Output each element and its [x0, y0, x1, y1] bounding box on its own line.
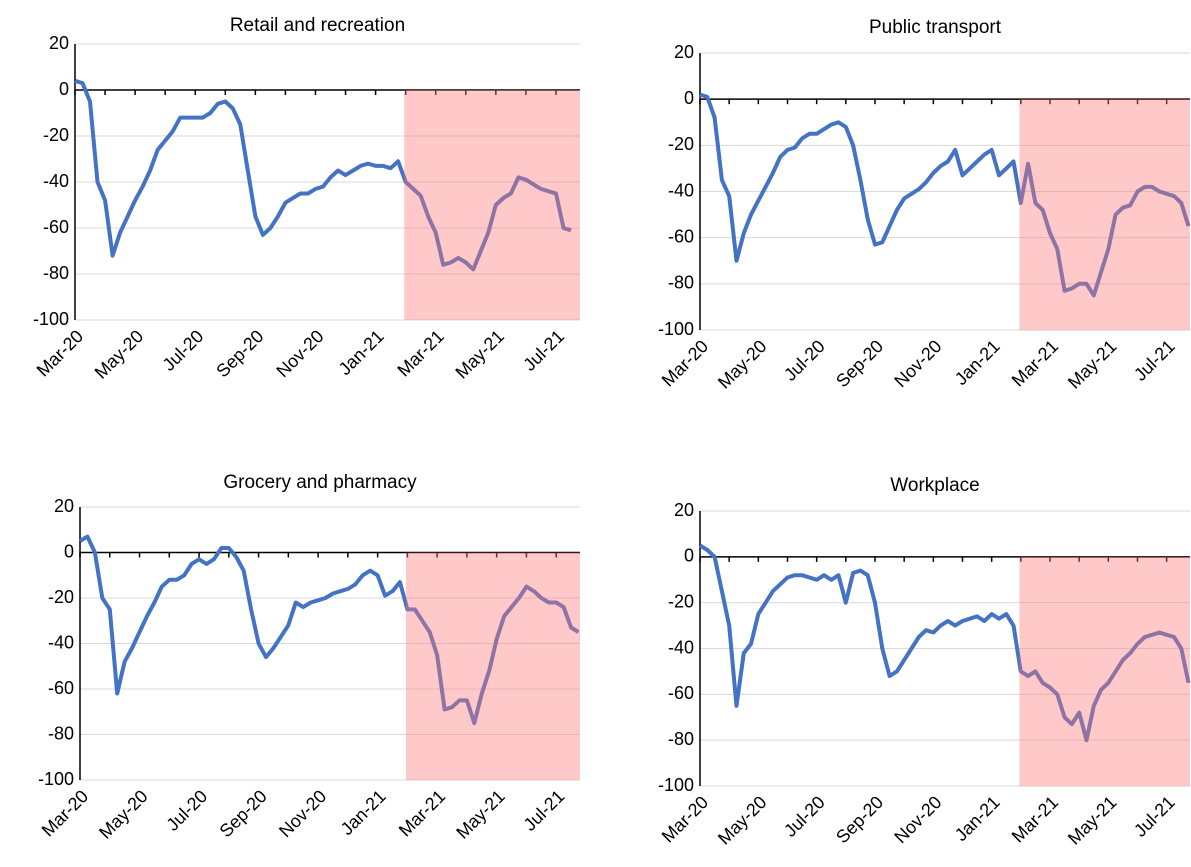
y-tick-label: 20: [674, 42, 694, 62]
x-tick-label: Sep-20: [216, 786, 271, 841]
y-tick-label: -100: [658, 775, 694, 795]
panel-title: Retail and recreation: [230, 15, 405, 36]
x-tick-label: Jan-21: [951, 336, 1004, 389]
x-tick-label: Jan-21: [951, 792, 1004, 845]
x-tick-label: Jan-21: [335, 326, 388, 379]
y-tick-label: 0: [684, 546, 694, 566]
x-tick-label: Nov-20: [890, 336, 945, 391]
y-tick-label: 20: [674, 500, 694, 520]
y-tick-label: -60: [668, 226, 694, 246]
x-tick-label: Sep-20: [832, 792, 887, 847]
x-tick-label: May-21: [1064, 336, 1121, 393]
panel-title: Public transport: [869, 17, 1002, 38]
x-tick-label: Jul-21: [1130, 792, 1179, 841]
x-tick-label: Mar-20: [38, 786, 92, 840]
y-tick-label: -40: [668, 180, 694, 200]
shaded-period: [1019, 99, 1190, 331]
y-tick-label: -40: [668, 637, 694, 657]
y-tick-label: -20: [48, 587, 74, 607]
shaded-period: [406, 552, 580, 780]
panel-title: Grocery and pharmacy: [223, 472, 417, 493]
x-tick-label: Mar-21: [393, 326, 447, 380]
shaded-period: [1019, 556, 1190, 786]
y-tick-label: 20: [49, 33, 69, 53]
x-tick-label: Mar-20: [33, 326, 87, 380]
x-tick-label: Mar-21: [1008, 336, 1062, 390]
series-line: [74, 78, 572, 272]
panel: Grocery and pharmacy200-20-40-60-80-100M…: [38, 472, 580, 843]
y-tick-label: -60: [43, 217, 69, 237]
x-tick-label: Nov-20: [890, 792, 945, 847]
y-tick-label: -20: [43, 125, 69, 145]
y-tick-label: -20: [668, 591, 694, 611]
x-tick-label: Nov-20: [275, 786, 330, 841]
x-tick-label: Jul-20: [780, 792, 829, 841]
x-tick-label: May-21: [452, 786, 509, 843]
shaded-period: [404, 90, 580, 320]
x-tick-label: Jan-21: [337, 786, 390, 839]
x-tick-label: Jul-21: [520, 786, 569, 835]
x-tick-label: May-20: [91, 326, 148, 383]
x-tick-label: Jul-20: [159, 326, 208, 375]
y-tick-label: -100: [658, 319, 694, 339]
y-tick-label: -100: [38, 769, 74, 789]
x-tick-label: Jul-21: [519, 326, 568, 375]
y-tick-label: -80: [668, 729, 694, 749]
series-line: [78, 534, 580, 726]
y-tick-label: -20: [668, 134, 694, 154]
x-tick-label: May-20: [714, 792, 771, 849]
x-tick-label: May-21: [451, 326, 508, 383]
x-tick-label: Jul-21: [1130, 336, 1179, 385]
panel-title: Workplace: [890, 475, 979, 496]
x-tick-label: May-20: [714, 336, 771, 393]
x-tick-label: Sep-20: [212, 326, 267, 381]
x-tick-label: Mar-20: [658, 336, 712, 390]
series-line: [699, 92, 1191, 298]
x-tick-label: May-21: [1064, 792, 1121, 849]
x-tick-label: Jul-20: [780, 336, 829, 385]
x-tick-label: Jul-20: [162, 786, 211, 835]
x-tick-label: Mar-20: [658, 792, 712, 846]
y-tick-label: -80: [48, 723, 74, 743]
y-tick-label: -40: [43, 171, 69, 191]
y-tick-label: 20: [54, 496, 74, 516]
y-tick-label: 0: [59, 79, 69, 99]
x-tick-label: Nov-20: [272, 326, 327, 381]
y-tick-label: -60: [48, 678, 74, 698]
panel: Public transport200-20-40-60-80-100Mar-2…: [658, 17, 1191, 393]
y-tick-label: -100: [33, 309, 69, 329]
y-tick-label: -80: [668, 273, 694, 293]
y-tick-label: -40: [48, 632, 74, 652]
x-tick-label: May-20: [95, 786, 152, 843]
x-tick-label: Mar-21: [1008, 792, 1062, 846]
y-tick-label: -60: [668, 683, 694, 703]
panel: Retail and recreation 20 0 -20 -40 -60 -80 -100…: [33, 15, 580, 383]
series-line: [698, 543, 1191, 743]
x-tick-label: Sep-20: [832, 336, 887, 391]
x-tick-label: Mar-21: [395, 786, 449, 840]
y-tick-label: -80: [43, 263, 69, 283]
y-tick-label: 0: [684, 88, 694, 108]
y-tick-label: 0: [64, 541, 74, 561]
